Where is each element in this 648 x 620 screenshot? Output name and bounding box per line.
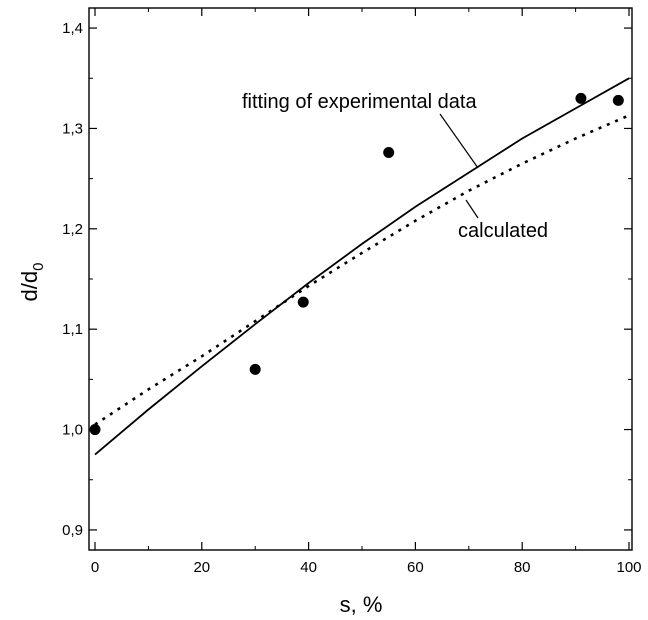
x-tick-label: 100 <box>616 559 641 576</box>
data-point <box>89 424 101 436</box>
x-axis-ticks: 0 20 40 60 80 100 <box>91 8 642 576</box>
plot-border <box>88 7 633 551</box>
x-tick-label: 60 <box>407 559 424 576</box>
x-tick-label: 80 <box>514 559 531 576</box>
y-tick-label: 1,4 <box>62 20 83 37</box>
series-line-calculated <box>94 114 630 426</box>
data-point <box>383 147 395 159</box>
data-point <box>575 92 587 104</box>
y-axis-title: d/d0 <box>17 263 47 302</box>
x-tick-label: 40 <box>300 559 317 576</box>
annotation-calculated-leader <box>465 199 479 219</box>
y-axis-ticks: 0,9 1,0 1,1 1,2 1,3 1,4 <box>62 20 632 539</box>
data-point <box>612 94 624 106</box>
y-tick-label: 0,9 <box>62 522 83 539</box>
y-tick-label: 1,0 <box>62 422 83 439</box>
y-axis-title-subscript: 0 <box>30 263 47 271</box>
data-point <box>297 296 309 308</box>
series-points <box>89 92 624 436</box>
series-line-fitting <box>94 77 630 456</box>
annotation-fitting: fitting of experimental data <box>242 91 477 113</box>
x-axis-title: s, % <box>340 592 383 617</box>
axes-frame <box>88 7 633 551</box>
x-tick-label: 0 <box>91 559 99 576</box>
y-tick-label: 1,1 <box>62 321 83 338</box>
data-point <box>249 363 261 375</box>
y-tick-label: 1,2 <box>62 221 83 238</box>
annotations: fitting of experimental data calculated <box>242 91 548 242</box>
annotation-calculated: calculated <box>458 220 548 242</box>
series-curves <box>94 77 630 456</box>
annotation-fitting-leader <box>439 113 479 169</box>
x-tick-label: 20 <box>193 559 210 576</box>
y-tick-label: 1,3 <box>62 120 83 137</box>
y-axis-title-main: d/d <box>17 271 42 302</box>
